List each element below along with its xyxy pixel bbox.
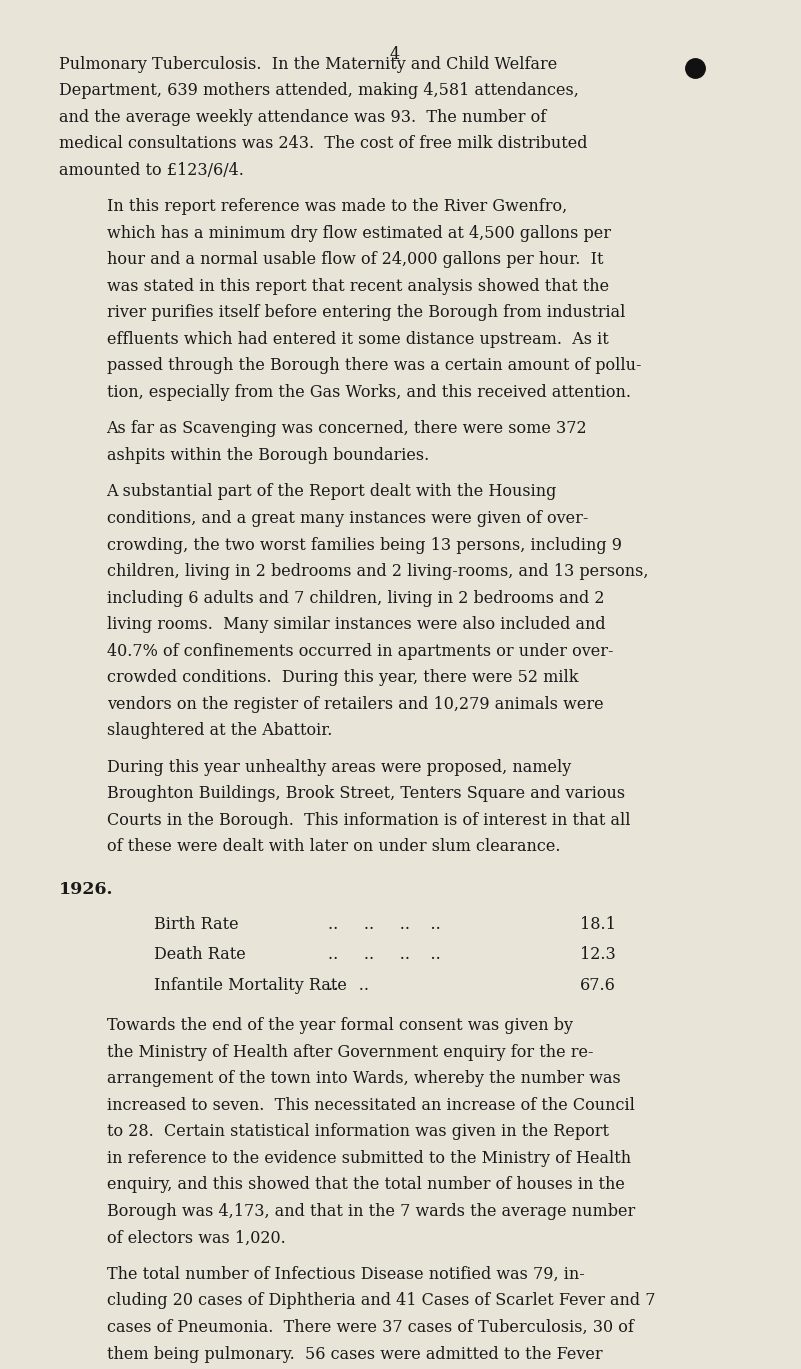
Text: ..    ..: .. .. [328, 976, 368, 994]
Text: During this year unhealthy areas were proposed, namely: During this year unhealthy areas were pr… [107, 758, 571, 776]
Text: Courts in the Borough.  This information is of interest in that all: Courts in the Borough. This information … [107, 812, 630, 828]
Text: 1926.: 1926. [59, 882, 114, 898]
Text: of electors was 1,020.: of electors was 1,020. [107, 1229, 285, 1246]
Text: crowded conditions.  During this year, there were 52 milk: crowded conditions. During this year, th… [107, 669, 578, 686]
Text: ..     ..     ..    ..: .. .. .. .. [328, 946, 441, 964]
Text: effluents which had entered it some distance upstream.  As it: effluents which had entered it some dist… [107, 331, 608, 348]
Text: enquiry, and this showed that the total number of houses in the: enquiry, and this showed that the total … [107, 1176, 625, 1194]
Text: medical consultations was 243.  The cost of free milk distributed: medical consultations was 243. The cost … [59, 136, 588, 152]
Text: cluding 20 cases of Diphtheria and 41 Cases of Scarlet Fever and 7: cluding 20 cases of Diphtheria and 41 Ca… [107, 1292, 655, 1309]
Text: the Ministry of Health after Government enquiry for the re-: the Ministry of Health after Government … [107, 1043, 593, 1061]
Text: them being pulmonary.  56 cases were admitted to the Fever: them being pulmonary. 56 cases were admi… [107, 1346, 602, 1362]
Text: ..     ..     ..    ..: .. .. .. .. [328, 916, 441, 932]
Text: and the average weekly attendance was 93.  The number of: and the average weekly attendance was 93… [59, 108, 546, 126]
Text: cases of Pneumonia.  There were 37 cases of Tuberculosis, 30 of: cases of Pneumonia. There were 37 cases … [107, 1318, 634, 1336]
Text: including 6 adults and 7 children, living in 2 bedrooms and 2: including 6 adults and 7 children, livin… [107, 590, 604, 606]
Text: to 28.  Certain statistical information was given in the Report: to 28. Certain statistical information w… [107, 1123, 609, 1140]
Text: increased to seven.  This necessitated an increase of the Council: increased to seven. This necessitated an… [107, 1097, 634, 1114]
Text: which has a minimum dry flow estimated at 4,500 gallons per: which has a minimum dry flow estimated a… [107, 225, 610, 242]
Text: hour and a normal usable flow of 24,000 gallons per hour.  It: hour and a normal usable flow of 24,000 … [107, 252, 603, 268]
Text: Borough was 4,173, and that in the 7 wards the average number: Borough was 4,173, and that in the 7 war… [107, 1203, 635, 1220]
Text: A substantial part of the Report dealt with the Housing: A substantial part of the Report dealt w… [107, 483, 557, 501]
Text: Department, 639 mothers attended, making 4,581 attendances,: Department, 639 mothers attended, making… [59, 82, 579, 99]
Text: Towards the end of the year formal consent was given by: Towards the end of the year formal conse… [107, 1017, 573, 1034]
Text: passed through the Borough there was a certain amount of pollu-: passed through the Borough there was a c… [107, 357, 641, 375]
Text: The total number of Infectious Disease notified was 79, in-: The total number of Infectious Disease n… [107, 1266, 584, 1283]
Text: 67.6: 67.6 [580, 976, 616, 994]
Text: river purifies itself before entering the Borough from industrial: river purifies itself before entering th… [107, 304, 625, 322]
Text: of these were dealt with later on under slum clearance.: of these were dealt with later on under … [107, 838, 560, 856]
Text: living rooms.  Many similar instances were also included and: living rooms. Many similar instances wer… [107, 616, 606, 634]
Text: Broughton Buildings, Brook Street, Tenters Square and various: Broughton Buildings, Brook Street, Tente… [107, 786, 625, 802]
Text: As far as Scavenging was concerned, there were some 372: As far as Scavenging was concerned, ther… [107, 420, 587, 438]
Text: amounted to £123/6/4.: amounted to £123/6/4. [59, 162, 244, 179]
Text: conditions, and a great many instances were given of over-: conditions, and a great many instances w… [107, 511, 588, 527]
Text: crowding, the two worst families being 13 persons, including 9: crowding, the two worst families being 1… [107, 537, 622, 553]
Text: 18.1: 18.1 [580, 916, 616, 932]
Text: 12.3: 12.3 [580, 946, 616, 964]
Text: arrangement of the town into Wards, whereby the number was: arrangement of the town into Wards, wher… [107, 1071, 620, 1087]
Text: 4: 4 [389, 45, 400, 63]
Text: 40.7% of confinements occurred in apartments or under over-: 40.7% of confinements occurred in apartm… [107, 642, 613, 660]
Text: tion, especially from the Gas Works, and this received attention.: tion, especially from the Gas Works, and… [107, 385, 630, 401]
Text: Birth Rate: Birth Rate [154, 916, 239, 932]
Text: vendors on the register of retailers and 10,279 animals were: vendors on the register of retailers and… [107, 695, 603, 713]
Text: Pulmonary Tuberculosis.  In the Maternity and Child Welfare: Pulmonary Tuberculosis. In the Maternity… [59, 56, 557, 73]
Text: slaughtered at the Abattoir.: slaughtered at the Abattoir. [107, 723, 332, 739]
Text: children, living in 2 bedrooms and 2 living-rooms, and 13 persons,: children, living in 2 bedrooms and 2 liv… [107, 563, 648, 580]
Text: Death Rate: Death Rate [154, 946, 246, 964]
Text: was stated in this report that recent analysis showed that the: was stated in this report that recent an… [107, 278, 609, 294]
Text: ashpits within the Borough boundaries.: ashpits within the Borough boundaries. [107, 448, 429, 464]
Text: Infantile Mortality Rate: Infantile Mortality Rate [154, 976, 347, 994]
Text: In this report reference was made to the River Gwenfro,: In this report reference was made to the… [107, 199, 567, 215]
Text: in reference to the evidence submitted to the Ministry of Health: in reference to the evidence submitted t… [107, 1150, 630, 1166]
